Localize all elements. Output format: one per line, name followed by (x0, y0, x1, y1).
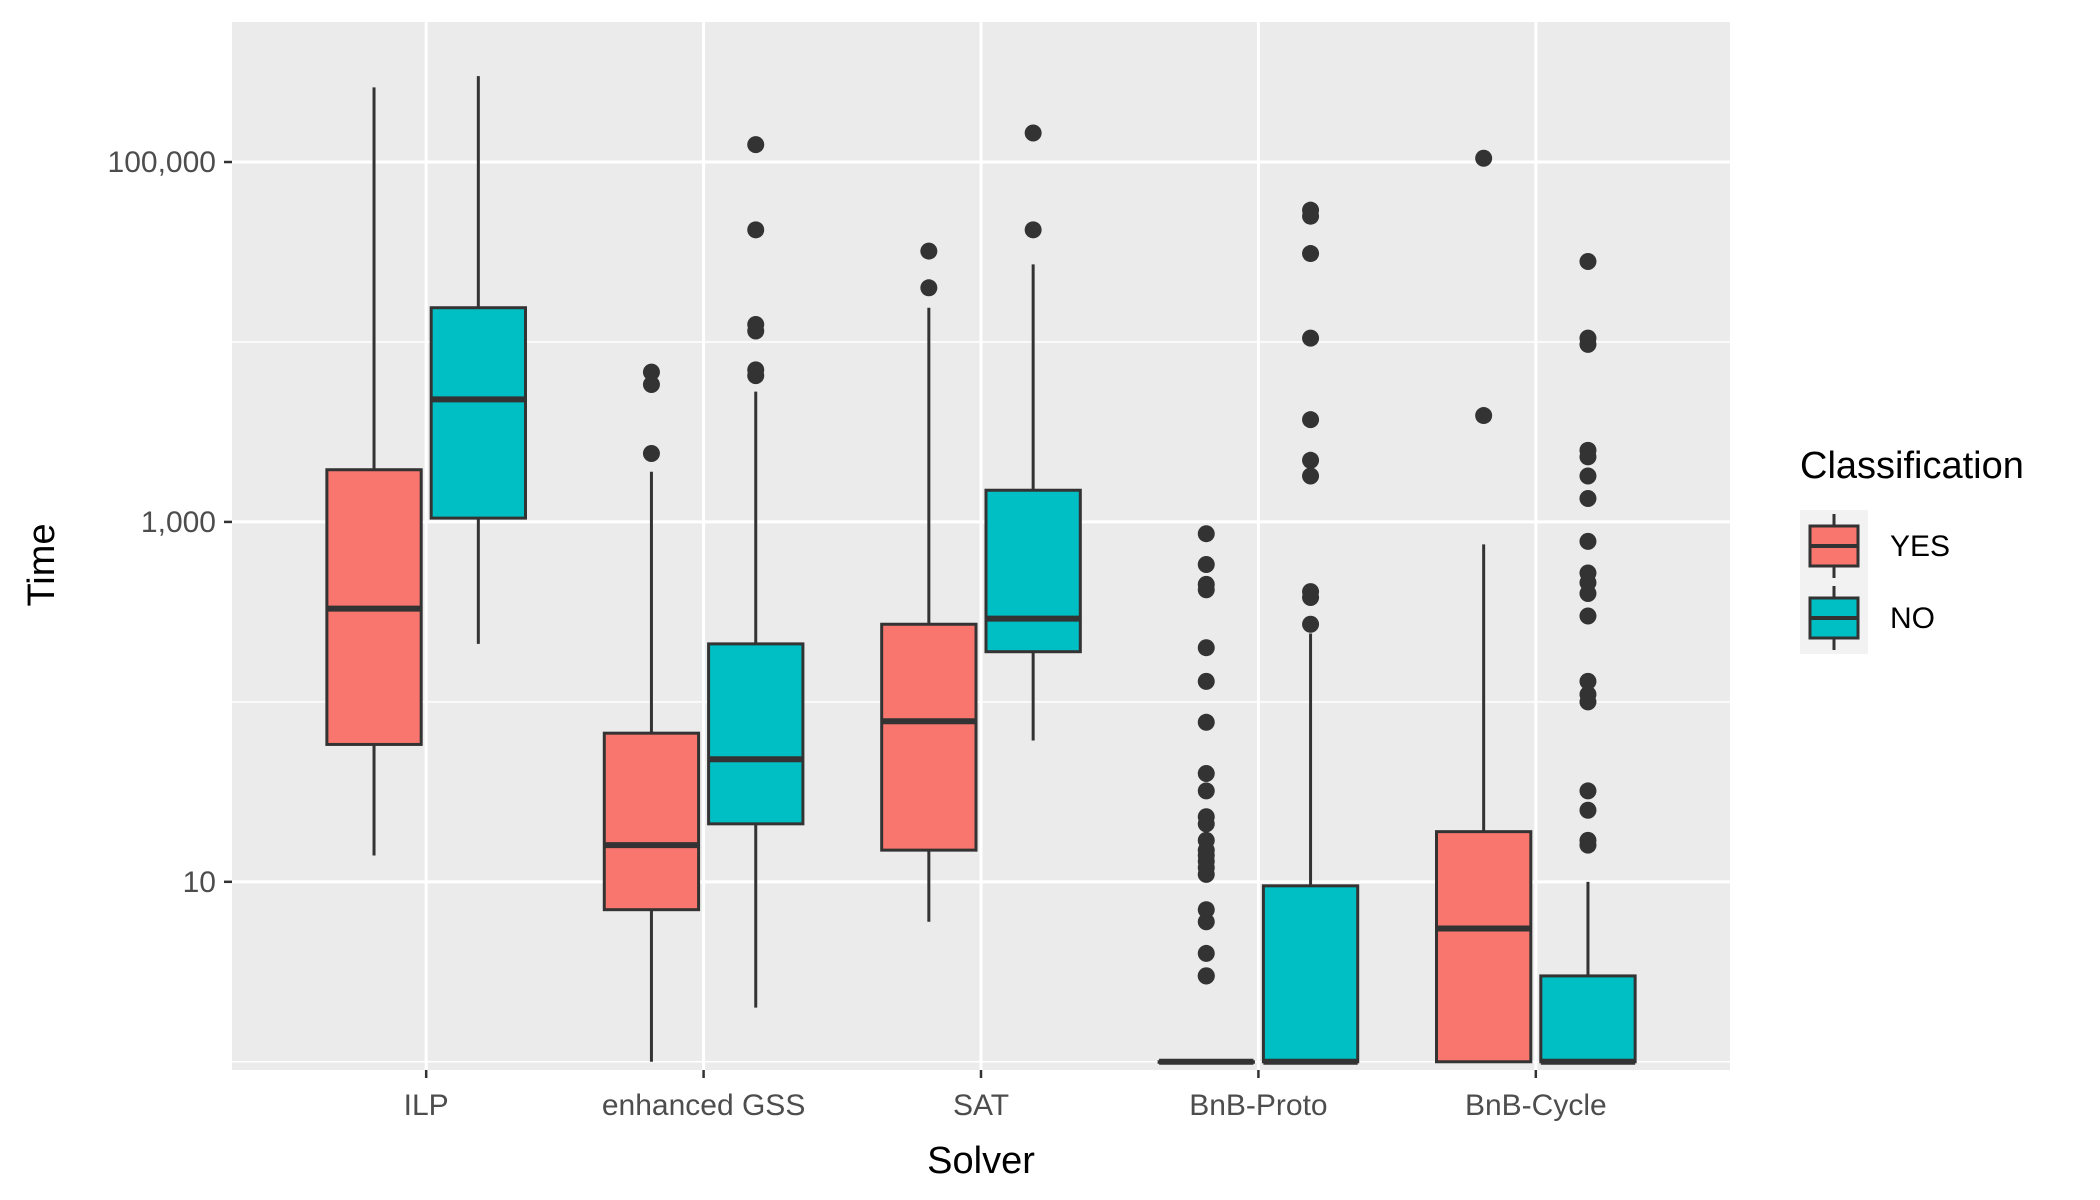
y-tick-label: 1,000 (141, 506, 216, 539)
iqr-box (602, 731, 701, 912)
outlier-point (642, 376, 660, 394)
outlier-point (1302, 329, 1320, 347)
outlier-point (1579, 532, 1597, 550)
box-yes-sat (880, 242, 978, 922)
x-axis: ILP enhanced GSS SAT BnB-Proto BnB-Cycle (404, 1070, 1607, 1122)
outlier-point (1579, 801, 1597, 819)
outlier-point (1579, 253, 1597, 271)
outlier-point (1024, 124, 1042, 142)
outlier-point (1475, 149, 1493, 167)
outlier-point (747, 316, 765, 334)
outlier-point (1579, 467, 1597, 485)
iqr-box (1261, 884, 1360, 1064)
legend-label: YES (1890, 530, 1950, 563)
legend-label: NO (1890, 602, 1935, 635)
iqr-box (880, 622, 978, 852)
outlier-point (747, 361, 765, 379)
outlier-point (1579, 489, 1597, 507)
box-yes-enhanced-gss (602, 363, 701, 1062)
outlier-point (1024, 221, 1042, 239)
outlier-point (1579, 441, 1597, 459)
box-no-sat (984, 124, 1082, 741)
outlier-point (1475, 407, 1493, 425)
legend-title: Classification (1800, 445, 2024, 487)
box-yes-bnb-proto (1157, 525, 1255, 1065)
outlier-point (1302, 615, 1320, 633)
outlier-point (1302, 201, 1320, 219)
outlier-point (1302, 467, 1320, 485)
outlier-point (1579, 782, 1597, 800)
y-tick-label: 10 (183, 866, 216, 899)
outlier-point (1197, 913, 1215, 931)
outlier-point (747, 221, 765, 239)
x-tick-label: BnB-Cycle (1465, 1089, 1607, 1122)
outlier-point (1197, 967, 1215, 985)
outlier-point (1197, 575, 1215, 593)
legend-key-yes: YES (1800, 510, 1950, 582)
y-axis: 10 1,000 100,000 (108, 146, 232, 899)
outlier-point (1302, 451, 1320, 469)
legend-keys: YES NO (1800, 510, 1950, 654)
iqr-box (429, 306, 527, 520)
outlier-point (1579, 672, 1597, 690)
outlier-point (920, 279, 938, 297)
box-no-ilp (429, 76, 527, 644)
outlier-point (747, 136, 765, 154)
outlier-point (1197, 525, 1215, 543)
outlier-point (1579, 685, 1597, 703)
outlier-point (1197, 555, 1215, 573)
box-no-bnb-proto (1261, 201, 1360, 1065)
outlier-point (1197, 764, 1215, 782)
iqr-box (1435, 830, 1533, 1064)
legend-key-no: NO (1800, 582, 1935, 654)
outlier-point (1197, 713, 1215, 731)
y-tick-label: 100,000 (108, 146, 216, 179)
outlier-point (1197, 672, 1215, 690)
outlier-point (1302, 583, 1320, 601)
box-no-enhanced-gss (707, 136, 805, 1008)
outlier-point (1197, 639, 1215, 657)
outlier-point (642, 363, 660, 381)
outlier-point (642, 445, 660, 463)
outlier-point (1197, 944, 1215, 962)
outlier-point (1197, 808, 1215, 826)
outlier-point (1302, 245, 1320, 263)
y-axis-title: Time (21, 523, 63, 606)
major-gridlines (232, 22, 1730, 1070)
x-axis-title: Solver (927, 1140, 1035, 1182)
outlier-point (1197, 782, 1215, 800)
x-tick-label: SAT (953, 1089, 1009, 1122)
outlier-point (1197, 901, 1215, 919)
outlier-point (1579, 831, 1597, 849)
x-tick-label: BnB-Proto (1189, 1089, 1327, 1122)
outlier-point (1302, 411, 1320, 429)
outlier-point (1579, 329, 1597, 347)
outlier-point (1579, 564, 1597, 582)
outlier-point (920, 242, 938, 260)
x-tick-label: ILP (404, 1089, 449, 1122)
iqr-box (984, 488, 1082, 654)
iqr-box (707, 642, 805, 826)
box-yes-ilp (325, 87, 423, 856)
box-layer (325, 76, 1637, 1065)
iqr-box (1539, 974, 1637, 1064)
legend: Classification YES NO (1800, 445, 2024, 654)
box-no-bnb-cycle (1539, 253, 1637, 1065)
outlier-point (1197, 831, 1215, 849)
box-yes-bnb-cycle (1435, 149, 1533, 1064)
outlier-point (1579, 607, 1597, 625)
x-tick-label: enhanced GSS (602, 1089, 805, 1122)
